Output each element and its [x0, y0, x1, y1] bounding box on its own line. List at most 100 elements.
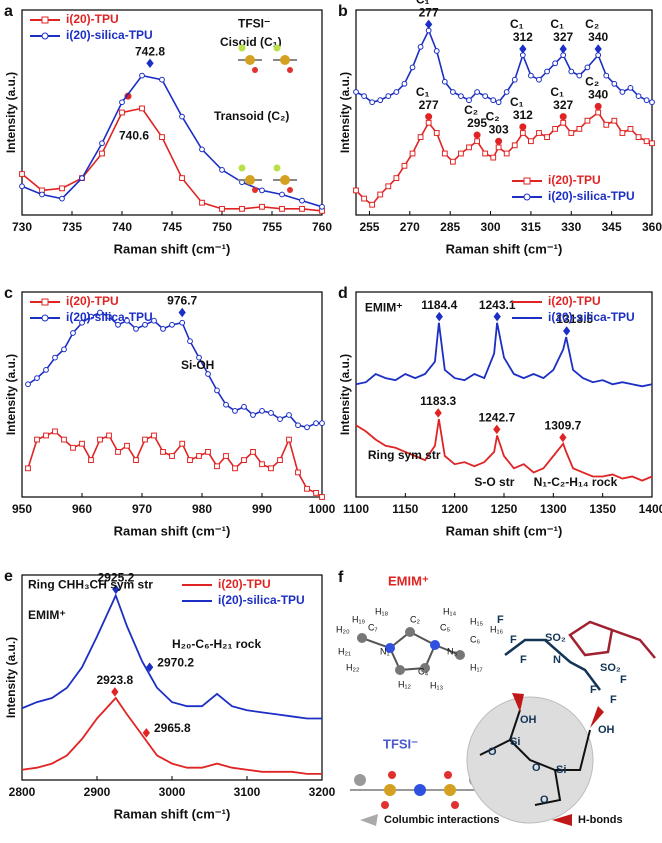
atom-label: C₅	[440, 622, 450, 632]
x-tick-label: 1100	[343, 502, 369, 516]
structure-label: Si	[510, 736, 520, 748]
data-point	[458, 150, 464, 157]
data-point	[441, 78, 448, 85]
data-point	[277, 416, 283, 423]
series-line	[21, 696, 322, 775]
data-point	[133, 457, 139, 464]
data-point	[643, 97, 650, 104]
data-point	[214, 387, 220, 394]
peak-marker	[111, 687, 119, 697]
data-point	[536, 130, 542, 136]
data-point	[34, 436, 40, 443]
data-point	[142, 436, 148, 443]
peak-label: 1242.7	[478, 411, 515, 425]
structure-label: O	[540, 794, 549, 806]
peak-marker	[435, 311, 443, 322]
peak-tag: C₂	[585, 75, 599, 89]
data-point	[250, 449, 256, 455]
x-tick-label: 980	[192, 502, 212, 516]
data-point	[449, 158, 456, 165]
data-point	[466, 144, 472, 151]
legend-label: i(20)-TPU	[66, 12, 119, 26]
peak-label: 277	[419, 98, 439, 112]
peak-marker	[112, 584, 120, 595]
legend-label: Columbic interactions	[384, 814, 500, 826]
x-tick-label: 3000	[159, 785, 186, 799]
peak-label: 1313.5	[556, 312, 593, 326]
legend-label: i(20)-TPU	[548, 294, 601, 308]
x-tick-label: 970	[132, 502, 152, 516]
data-point	[219, 205, 225, 212]
y-axis-title: Intensity (a.u.)	[338, 354, 352, 435]
data-point	[544, 68, 550, 75]
data-point	[187, 338, 193, 345]
atom	[357, 633, 367, 643]
data-point	[239, 205, 245, 212]
data-point	[519, 130, 526, 136]
x-tick-label: 1250	[491, 502, 518, 516]
legend-icon	[360, 814, 378, 826]
data-point	[319, 203, 325, 210]
data-point	[99, 140, 105, 147]
data-point	[259, 408, 265, 414]
data-point	[619, 89, 626, 95]
data-point	[313, 420, 319, 427]
annotation: S-O str	[474, 475, 514, 489]
data-point	[259, 203, 265, 210]
data-point	[179, 175, 185, 181]
peak-marker	[559, 113, 567, 121]
atom-label: H₁₈	[375, 606, 389, 616]
atom	[273, 44, 281, 52]
peak-tag: C₁	[416, 0, 430, 7]
data-point	[393, 175, 400, 181]
structure-label: F	[510, 634, 517, 646]
data-point	[169, 321, 175, 328]
panel-label: e	[4, 568, 13, 585]
data-point	[52, 354, 58, 361]
data-point	[584, 117, 591, 124]
peak-tag: C₂	[464, 103, 478, 117]
data-point	[649, 99, 655, 106]
peak-label: 742.8	[135, 44, 165, 58]
data-point	[119, 99, 125, 106]
data-point	[482, 150, 489, 157]
data-point	[503, 89, 510, 95]
data-point	[611, 117, 618, 124]
peak-marker	[146, 58, 154, 69]
atom	[354, 774, 366, 786]
atom-label: N₃	[447, 646, 457, 656]
data-point	[649, 140, 655, 147]
peak-label: 976.7	[167, 294, 197, 308]
data-point	[369, 201, 376, 208]
legend-label: i(20)-silica-TPU	[218, 593, 305, 607]
peak-label: 1243.1	[479, 298, 516, 312]
data-point	[627, 85, 634, 91]
legend-label: i(20)-TPU	[66, 294, 119, 308]
annotation: EMIM⁺	[28, 608, 66, 622]
data-point	[268, 410, 274, 416]
data-point	[385, 183, 392, 190]
series-line	[21, 107, 323, 212]
data-point	[133, 326, 139, 332]
data-point	[43, 432, 49, 439]
peak-label: 2925.2	[98, 571, 135, 585]
data-point	[79, 175, 85, 182]
legend-marker	[41, 314, 49, 322]
atom	[245, 55, 255, 65]
data-point	[106, 313, 112, 320]
x-tick-label: 990	[252, 502, 272, 516]
data-point	[576, 126, 583, 132]
data-point	[25, 465, 31, 472]
data-point	[441, 150, 448, 157]
data-point	[313, 490, 319, 496]
structure-label: F	[620, 674, 627, 686]
x-tick-label: 755	[262, 220, 282, 234]
data-point	[393, 89, 400, 95]
peak-label: 295	[467, 116, 487, 130]
atom	[455, 650, 465, 660]
y-axis-title: Intensity (a.u.)	[4, 354, 18, 435]
x-tick-label: 735	[62, 220, 82, 234]
peak-marker	[425, 19, 433, 30]
data-point	[304, 424, 310, 431]
peak-marker	[425, 113, 433, 121]
